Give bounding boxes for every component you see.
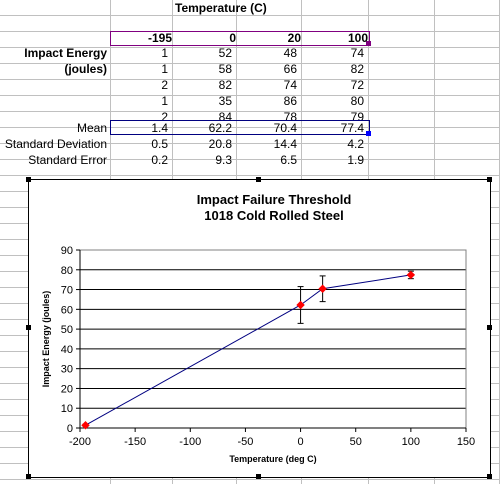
data-cell[interactable]: 48: [283, 46, 297, 60]
row-label-impact-energy[interactable]: Impact Energy: [24, 46, 107, 60]
col-header-0[interactable]: 0: [229, 31, 236, 45]
data-cell[interactable]: 66: [283, 62, 297, 76]
data-cell[interactable]: 2: [161, 110, 168, 124]
chart-resize-handle-tc[interactable]: [256, 177, 261, 182]
stat-label[interactable]: Mean: [76, 121, 107, 135]
plot-area[interactable]: [79, 249, 467, 429]
data-cell[interactable]: 58: [218, 62, 232, 76]
stat-cell[interactable]: 14.4: [273, 137, 297, 151]
x-tick-label: -150: [124, 436, 146, 448]
stat-cell[interactable]: 0.5: [151, 137, 168, 151]
data-point-marker[interactable]: [296, 300, 305, 310]
x-tick-label: 100: [402, 436, 420, 448]
x-tick-label: -100: [179, 436, 201, 448]
chart-resize-handle-tr[interactable]: [487, 177, 492, 182]
x-tick-label: 50: [350, 436, 362, 448]
y-tick-label: 40: [61, 344, 73, 356]
y-tick-label: 20: [61, 383, 73, 395]
data-cell[interactable]: 52: [218, 46, 232, 60]
data-cell[interactable]: 72: [350, 78, 364, 92]
stat-cell[interactable]: 20.8: [208, 137, 232, 151]
stat-cell[interactable]: 1.9: [347, 153, 364, 167]
data-cell[interactable]: 82: [350, 62, 364, 76]
chart-resize-handle-bc[interactable]: [256, 474, 261, 479]
y-tick-label: 50: [61, 324, 73, 336]
data-cell[interactable]: 74: [283, 78, 297, 92]
chart-resize-handle-mr[interactable]: [487, 325, 492, 330]
data-cell[interactable]: 35: [218, 94, 232, 108]
x-tick-label: 0: [298, 436, 304, 448]
data-point-marker[interactable]: [81, 421, 90, 430]
x-tick-label: -50: [237, 436, 253, 448]
y-tick-label: 10: [61, 403, 73, 415]
stat-cell[interactable]: 4.2: [347, 137, 364, 151]
header-selection-box[interactable]: [110, 31, 370, 46]
chart-resize-handle-tl[interactable]: [26, 177, 31, 182]
chart-resize-handle-bl[interactable]: [26, 474, 31, 479]
data-cell[interactable]: 82: [218, 78, 232, 92]
data-cell[interactable]: 80: [350, 94, 364, 108]
stat-cell[interactable]: 70.4: [273, 121, 297, 135]
y-tick-label: 60: [61, 304, 73, 316]
mean-selection-box[interactable]: [110, 120, 370, 135]
stat-cell[interactable]: 0.2: [151, 153, 168, 167]
y-tick-label: 70: [61, 285, 73, 297]
stat-label[interactable]: Standard Error: [28, 153, 107, 167]
data-cell[interactable]: 74: [350, 46, 364, 60]
chart-title[interactable]: Impact Failure Threshold: [197, 192, 352, 207]
chart-resize-handle-ml[interactable]: [26, 325, 31, 330]
col-header-neg195[interactable]: -195: [147, 31, 172, 45]
y-tick-label: 30: [61, 364, 73, 376]
stat-cell[interactable]: 6.5: [280, 153, 297, 167]
stat-cell[interactable]: 77.4: [340, 121, 364, 135]
y-tick-label: 0: [67, 423, 73, 435]
mean-selection-handle[interactable]: [366, 131, 371, 136]
chart-subtitle[interactable]: 1018 Cold Rolled Steel: [204, 208, 343, 223]
series-line[interactable]: [85, 274, 411, 426]
data-point-marker[interactable]: [406, 270, 416, 280]
stat-cell[interactable]: 9.3: [215, 153, 232, 167]
data-cell[interactable]: 86: [283, 94, 297, 108]
col-header-100[interactable]: 100: [347, 31, 368, 45]
row-label-joules[interactable]: (joules): [64, 62, 107, 76]
y-tick-label: 80: [61, 265, 73, 277]
chart-area[interactable]: Impact Failure Threshold 1018 Cold Rolled…: [28, 179, 491, 478]
y-tick-label: 90: [61, 245, 73, 257]
x-tick-label: 150: [457, 436, 475, 448]
chart-resize-handle-br[interactable]: [487, 474, 492, 479]
data-cell[interactable]: 1: [161, 46, 168, 60]
stat-label[interactable]: Standard Deviation: [4, 137, 107, 151]
stat-cell[interactable]: 62.2: [208, 121, 232, 135]
y-axis-title[interactable]: Impact Energy (joules): [41, 291, 51, 388]
data-cell[interactable]: 1: [161, 94, 168, 108]
data-cell[interactable]: 2: [161, 78, 168, 92]
x-axis-title[interactable]: Temperature (deg C): [229, 454, 316, 464]
data-cell[interactable]: 1: [161, 62, 168, 76]
stat-cell[interactable]: 1.4: [151, 121, 168, 135]
data-point-marker[interactable]: [318, 284, 327, 293]
header-selection-handle[interactable]: [366, 41, 371, 46]
col-header-20[interactable]: 20: [287, 31, 301, 45]
x-tick-label: -200: [69, 436, 91, 448]
temperature-header[interactable]: Temperature (C): [175, 1, 267, 15]
